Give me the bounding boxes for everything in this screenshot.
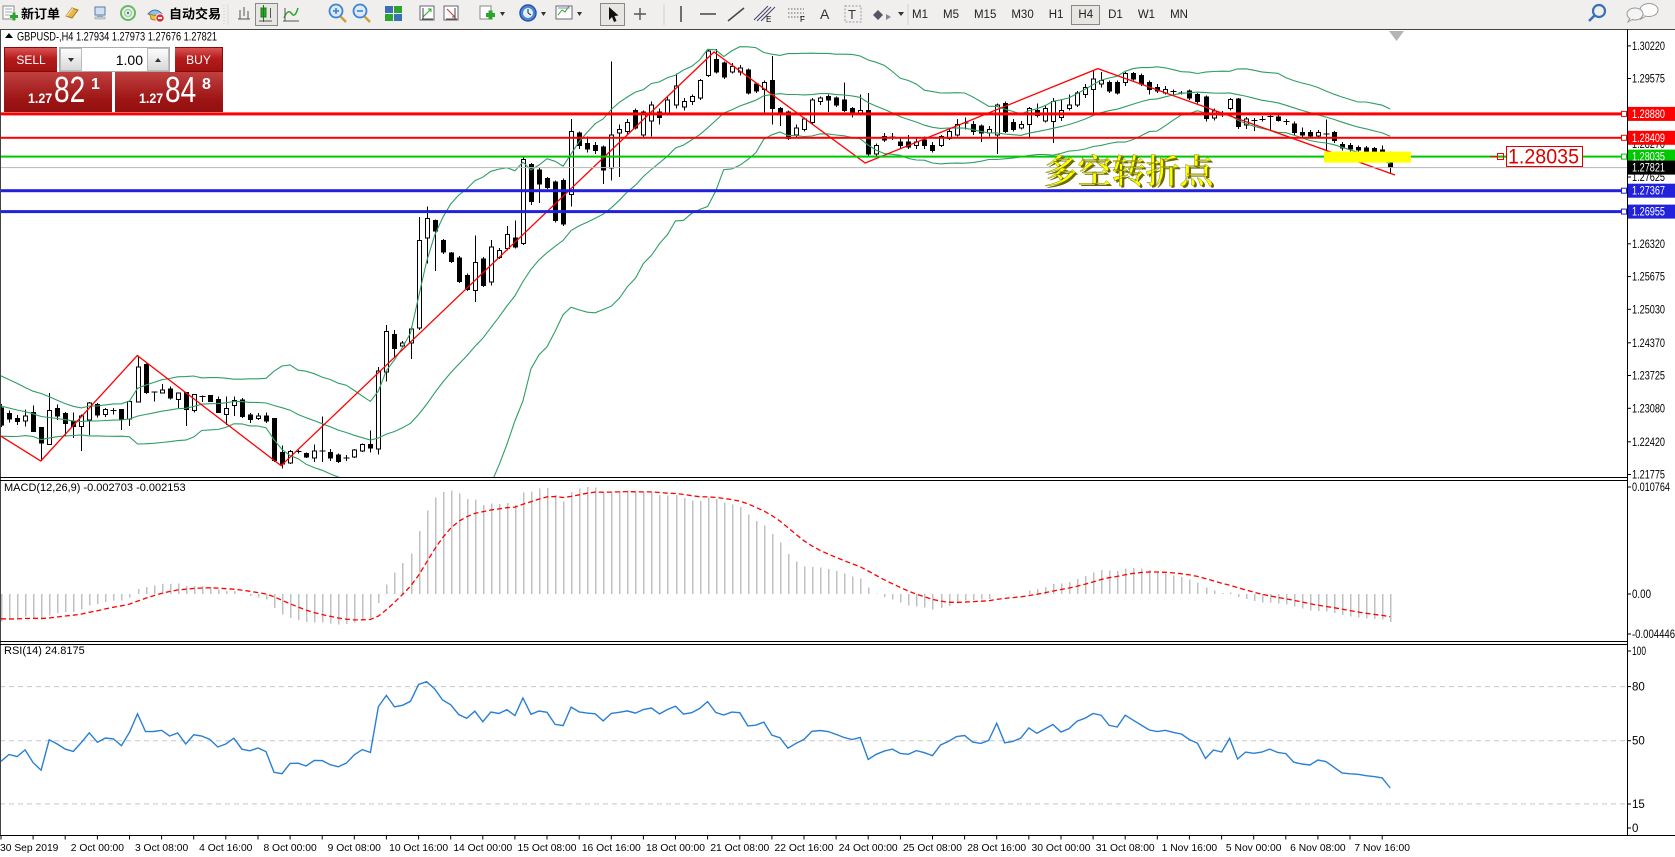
svg-text:1.22420: 1.22420 bbox=[1632, 437, 1665, 449]
svg-text:30 Sep 2019: 30 Sep 2019 bbox=[0, 843, 59, 854]
svg-text:1.24370: 1.24370 bbox=[1632, 338, 1665, 350]
svg-text:15: 15 bbox=[1632, 799, 1645, 811]
svg-text:7 Nov 16:00: 7 Nov 16:00 bbox=[1354, 843, 1410, 854]
svg-text:-0.004446: -0.004446 bbox=[1632, 629, 1675, 641]
svg-text:A: A bbox=[820, 6, 830, 22]
svg-text:1.25675: 1.25675 bbox=[1632, 272, 1665, 284]
svg-text:15 Oct 08:00: 15 Oct 08:00 bbox=[518, 843, 577, 854]
svg-text:28 Oct 16:00: 28 Oct 16:00 bbox=[967, 843, 1026, 854]
svg-text:E: E bbox=[766, 15, 771, 24]
svg-text:1.21775: 1.21775 bbox=[1632, 470, 1665, 482]
svg-text:100: 100 bbox=[1632, 646, 1646, 658]
svg-text:24 Oct 00:00: 24 Oct 00:00 bbox=[839, 843, 898, 854]
svg-text:1 Nov 16:00: 1 Nov 16:00 bbox=[1162, 843, 1218, 854]
svg-text:80: 80 bbox=[1632, 682, 1645, 694]
svg-text:0.00: 0.00 bbox=[1632, 589, 1651, 601]
svg-text:1.29575: 1.29575 bbox=[1632, 74, 1665, 86]
svg-text:1.26320: 1.26320 bbox=[1632, 239, 1665, 251]
svg-text:9 Oct 08:00: 9 Oct 08:00 bbox=[328, 843, 382, 854]
svg-text:F: F bbox=[800, 15, 805, 24]
svg-text:4 Oct 16:00: 4 Oct 16:00 bbox=[199, 843, 253, 854]
svg-text:21 Oct 08:00: 21 Oct 08:00 bbox=[710, 843, 769, 854]
svg-text:10 Oct 16:00: 10 Oct 16:00 bbox=[389, 843, 448, 854]
svg-text:25 Oct 08:00: 25 Oct 08:00 bbox=[903, 843, 962, 854]
svg-text:RSI(14) 24.8175: RSI(14) 24.8175 bbox=[4, 645, 85, 657]
svg-text:6 Nov 08:00: 6 Nov 08:00 bbox=[1290, 843, 1346, 854]
svg-text:18 Oct 00:00: 18 Oct 00:00 bbox=[646, 843, 705, 854]
svg-text:1.23080: 1.23080 bbox=[1632, 403, 1665, 415]
svg-text:16 Oct 16:00: 16 Oct 16:00 bbox=[582, 843, 641, 854]
svg-text:1.30220: 1.30220 bbox=[1632, 41, 1665, 53]
svg-text:50: 50 bbox=[1632, 736, 1645, 748]
svg-text:1.28409: 1.28409 bbox=[1632, 133, 1665, 145]
svg-text:3 Oct 08:00: 3 Oct 08:00 bbox=[135, 843, 189, 854]
svg-text:0.010764: 0.010764 bbox=[1632, 482, 1670, 494]
svg-text:1.28880: 1.28880 bbox=[1632, 109, 1665, 121]
svg-text:1.23725: 1.23725 bbox=[1632, 371, 1665, 383]
svg-text:MACD(12,26,9) -0.002703 -0.002: MACD(12,26,9) -0.002703 -0.002153 bbox=[4, 482, 186, 494]
svg-text:GBPUSD-,H4 1.27934 1.27973 1.: GBPUSD-,H4 1.27934 1.27973 1.27676 1.278… bbox=[17, 30, 217, 44]
svg-text:5 Nov 00:00: 5 Nov 00:00 bbox=[1226, 843, 1282, 854]
svg-text:1.27625: 1.27625 bbox=[1632, 172, 1665, 184]
svg-text:T: T bbox=[848, 7, 856, 22]
svg-text:1.26955: 1.26955 bbox=[1632, 207, 1665, 219]
svg-text:14 Oct 00:00: 14 Oct 00:00 bbox=[453, 843, 512, 854]
svg-text:8 Oct 00:00: 8 Oct 00:00 bbox=[263, 843, 317, 854]
svg-text:1.25030: 1.25030 bbox=[1632, 304, 1665, 316]
svg-text:1.27367: 1.27367 bbox=[1632, 186, 1665, 198]
svg-text:22 Oct 16:00: 22 Oct 16:00 bbox=[775, 843, 834, 854]
svg-text:1.28035: 1.28035 bbox=[1508, 146, 1579, 169]
svg-text:30 Oct 00:00: 30 Oct 00:00 bbox=[1032, 843, 1091, 854]
svg-text:2 Oct 00:00: 2 Oct 00:00 bbox=[71, 843, 125, 854]
svg-text:31 Oct 08:00: 31 Oct 08:00 bbox=[1096, 843, 1155, 854]
svg-text:0: 0 bbox=[1632, 823, 1638, 835]
svg-text:1.27821: 1.27821 bbox=[1632, 163, 1665, 175]
